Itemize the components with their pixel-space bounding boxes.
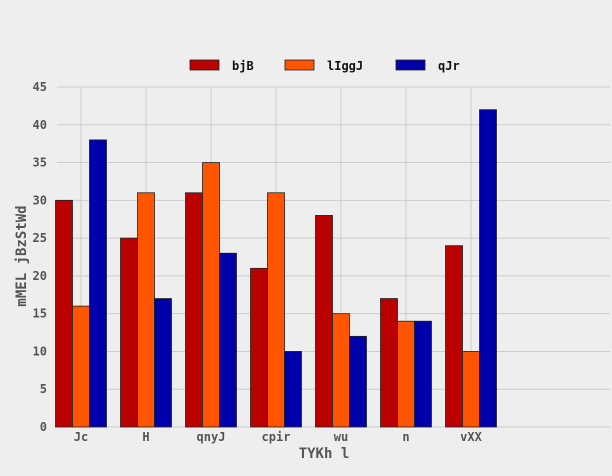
y-tick-label: 40 <box>33 118 47 132</box>
legend-swatch-bjB <box>189 59 220 71</box>
bar-lIggJ-qnyJ <box>202 162 220 428</box>
bar-qJr-cpir <box>284 351 302 428</box>
bar-bjB-vXX <box>445 245 463 428</box>
y-tick-label: 5 <box>40 382 47 396</box>
bars <box>55 109 497 428</box>
legend: bjB lIggJ qJr <box>189 59 460 73</box>
bar-qJr-wu <box>349 335 367 428</box>
bar-qJr-vXX <box>479 109 497 428</box>
bar-lIggJ-H <box>137 192 155 428</box>
bar-bjB-n <box>380 298 398 428</box>
x-tick-label: qnyJ <box>197 430 226 444</box>
bar-bjB-wu <box>315 215 333 428</box>
x-tick-label: Jc <box>74 430 88 444</box>
legend-label-qJr: qJr <box>438 59 460 73</box>
bar-qJr-qnyJ <box>219 252 237 428</box>
bar-qJr-Jc <box>89 139 107 428</box>
bar-qJr-n <box>414 320 432 428</box>
y-tick-label: 45 <box>33 80 47 94</box>
y-tick-label: 30 <box>33 193 47 207</box>
bar-bjB-Jc <box>55 199 73 428</box>
bar-lIggJ-Jc <box>72 305 90 428</box>
x-axis-label: TYKh l <box>299 446 350 462</box>
y-tick-label: 35 <box>33 156 47 170</box>
bar-lIggJ-wu <box>332 313 350 428</box>
y-tick-labels: 0 5 10 15 20 25 30 35 40 45 <box>33 80 47 434</box>
y-tick-label: 10 <box>33 344 47 358</box>
legend-swatch-qJr <box>395 59 426 71</box>
bar-bjB-qnyJ <box>185 192 203 428</box>
x-tick-label: H <box>142 430 149 444</box>
x-tick-label: vXX <box>460 430 482 444</box>
legend-swatch-lIggJ <box>284 59 315 71</box>
y-tick-label: 15 <box>33 307 47 321</box>
y-tick-label: 20 <box>33 269 47 283</box>
x-tick-label: cpir <box>262 430 291 444</box>
legend-label-bjB: bjB <box>232 59 254 73</box>
y-axis-label: mMEL jBzStWd <box>14 205 30 306</box>
bar-lIggJ-vXX <box>462 351 480 428</box>
y-tick-label: 25 <box>33 231 47 245</box>
x-tick-label: n <box>402 430 409 444</box>
bar-lIggJ-cpir <box>267 192 285 428</box>
bar-bjB-cpir <box>250 267 268 428</box>
x-tick-label: wu <box>334 430 348 444</box>
legend-label-lIggJ: lIggJ <box>327 59 363 73</box>
y-tick-label: 0 <box>40 420 47 434</box>
bar-qJr-H <box>154 298 172 428</box>
bar-lIggJ-n <box>397 320 415 428</box>
bar-bjB-H <box>120 237 138 428</box>
